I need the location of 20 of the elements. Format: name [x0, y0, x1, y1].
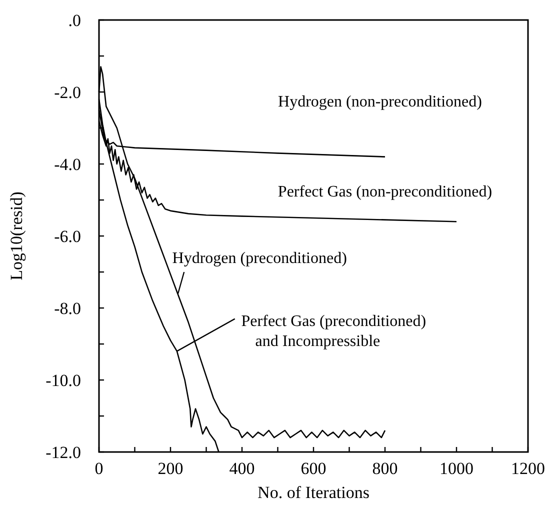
x-tick-label: 600	[300, 459, 326, 478]
x-tick-label: 0	[94, 459, 104, 478]
series-label: Hydrogen (preconditioned)	[172, 250, 347, 267]
text: Hydrogen (non-preconditioned)	[278, 93, 482, 110]
legend-label: Perfect Gas (preconditioned) and Incompressible	[241, 313, 426, 350]
y-tick-label: -2.0	[54, 82, 81, 102]
x-tick-label: 400	[229, 459, 255, 478]
y-axis-title: Log10(resid)	[7, 192, 26, 280]
series-label: Perfect Gas (non-preconditioned)	[278, 183, 492, 200]
x-tick-label: 800	[372, 459, 398, 478]
y-tick-label: -4.0	[54, 154, 81, 174]
y-tick-label: -10.0	[46, 370, 81, 390]
y-tick-label: .0	[68, 10, 81, 30]
x-tick-label: 1200	[511, 459, 545, 478]
x-tick-label: 200	[158, 459, 184, 478]
x-tick-label: 1000	[440, 459, 474, 478]
y-tick-label: -12.0	[46, 442, 81, 462]
y-tick-label: -6.0	[54, 226, 81, 246]
x-axis-title: No. of Iterations	[258, 483, 370, 502]
y-tick-label: -8.0	[54, 298, 81, 318]
